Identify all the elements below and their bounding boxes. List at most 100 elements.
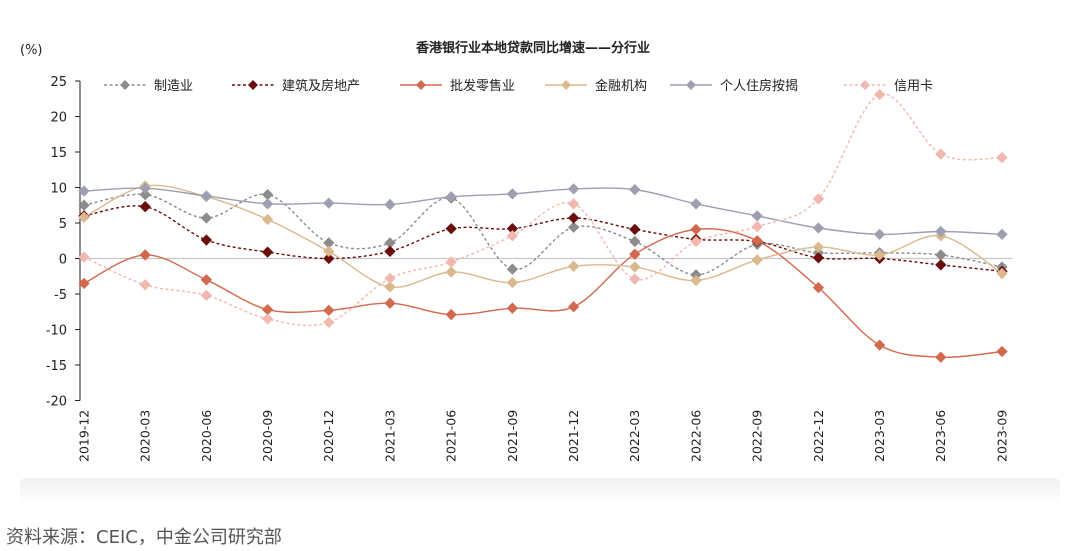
data-point-marker	[323, 252, 335, 265]
data-point-marker	[261, 313, 274, 325]
legend-label: 个人住房按揭	[720, 78, 798, 94]
legend: 制造业 建筑及房地产 批发零售业 金融机构 个人住房按揭 信用卡	[104, 78, 933, 94]
legend-swatch-marker	[860, 80, 870, 90]
data-point-marker	[873, 88, 886, 101]
data-point-marker	[384, 297, 396, 309]
series-line	[83, 193, 1003, 276]
data-point-marker	[261, 246, 274, 258]
legend-swatch-marker	[416, 80, 426, 90]
data-point-marker	[78, 251, 90, 263]
series-6	[78, 88, 1008, 329]
y-axis-unit-label: (%)	[20, 43, 43, 58]
data-point-marker	[935, 351, 947, 363]
data-point-marker	[567, 198, 580, 210]
data-point-marker	[384, 237, 396, 249]
data-point-marker	[629, 235, 641, 248]
data-point-marker	[139, 201, 151, 213]
data-point-marker	[935, 148, 947, 160]
legend-swatch-marker	[686, 80, 696, 90]
legend-label: 制造业	[154, 79, 193, 94]
x-tick-label: 2022-12	[811, 410, 826, 462]
x-tick-label: 2023-06	[933, 410, 948, 462]
data-point-marker	[690, 223, 702, 236]
data-point-marker	[323, 304, 335, 316]
x-tick-label: 2023-09	[994, 410, 1009, 462]
x-tick-label: 2019-12	[76, 410, 91, 462]
series-4	[78, 180, 1008, 293]
data-point-marker	[629, 223, 641, 236]
series-1	[78, 188, 1008, 281]
x-tick-label: 2020-09	[260, 410, 275, 462]
y-tick-label: -15	[46, 359, 67, 374]
legend-swatch-marker	[120, 80, 130, 90]
data-point-marker	[200, 274, 213, 286]
data-point-marker	[812, 193, 825, 205]
data-point-marker	[567, 183, 580, 195]
data-point-marker	[445, 256, 457, 268]
data-point-marker	[139, 279, 151, 291]
data-point-marker	[996, 345, 1008, 358]
x-tick-label: 2022-06	[688, 410, 703, 462]
data-point-marker	[384, 281, 396, 293]
data-point-marker	[812, 222, 825, 234]
series-layer	[78, 88, 1008, 363]
decorative-shadow-band	[20, 478, 1060, 504]
y-tick-label: 25	[50, 75, 67, 90]
series-2	[78, 201, 1008, 277]
x-tick-label: 2022-09	[750, 410, 765, 462]
y-tick-label: -20	[46, 395, 67, 410]
data-point-marker	[751, 210, 763, 222]
legend-label: 金融机构	[595, 78, 647, 94]
data-point-marker	[261, 213, 274, 226]
data-point-marker	[751, 235, 763, 247]
x-tick-label: 2023-03	[872, 410, 887, 462]
data-point-marker	[812, 241, 825, 253]
data-point-marker	[200, 190, 213, 202]
data-point-marker	[690, 235, 702, 248]
data-point-marker	[873, 228, 886, 241]
data-point-marker	[384, 245, 396, 258]
data-point-marker	[261, 303, 274, 316]
data-point-marker	[935, 225, 947, 238]
y-tick-label: 5	[59, 217, 67, 232]
series-3	[78, 223, 1008, 363]
series-line	[83, 228, 1003, 359]
data-point-marker	[873, 249, 886, 261]
series-line	[83, 93, 1003, 327]
legend-item: 金融机构	[545, 78, 647, 94]
data-point-marker	[935, 259, 947, 271]
y-tick-label: 10	[50, 182, 67, 197]
data-point-marker	[323, 316, 335, 329]
data-point-marker	[629, 261, 641, 273]
data-point-marker	[445, 191, 457, 203]
x-tick-label: 2021-12	[566, 410, 581, 462]
y-tick-label: 0	[59, 253, 67, 268]
legend-item: 个人住房按揭	[670, 78, 798, 94]
data-point-marker	[323, 237, 335, 249]
data-point-marker	[567, 301, 580, 313]
data-point-marker	[690, 274, 702, 287]
source-note: 资料来源：CEIC，中金公司研究部	[6, 527, 282, 548]
data-point-marker	[200, 212, 213, 224]
legend-item: 制造业	[104, 79, 193, 94]
legend-label: 建筑及房地产	[282, 78, 360, 94]
data-point-marker	[445, 223, 457, 235]
data-point-marker	[996, 152, 1008, 164]
legend-item: 建筑及房地产	[232, 78, 360, 94]
data-point-marker	[629, 273, 641, 285]
series-5	[78, 182, 1008, 241]
legend-swatch-marker	[248, 80, 258, 90]
legend-item: 批发零售业	[400, 78, 515, 94]
data-point-marker	[445, 308, 457, 321]
data-point-marker	[567, 212, 580, 224]
data-point-marker	[506, 188, 519, 200]
data-point-marker	[996, 228, 1008, 241]
data-point-marker	[567, 221, 580, 233]
axes: 25 20 15 10 5 0 -5 -10 -15 -20 2019-12 2020-03 2020-…	[46, 75, 1012, 462]
legend-swatch-marker	[561, 80, 571, 90]
data-point-marker	[506, 230, 519, 242]
data-point-marker	[690, 269, 702, 281]
data-point-marker	[996, 267, 1008, 280]
chart-title: 香港银行业本地贷款同比增速——分行业	[415, 40, 650, 56]
data-point-marker	[751, 254, 763, 266]
